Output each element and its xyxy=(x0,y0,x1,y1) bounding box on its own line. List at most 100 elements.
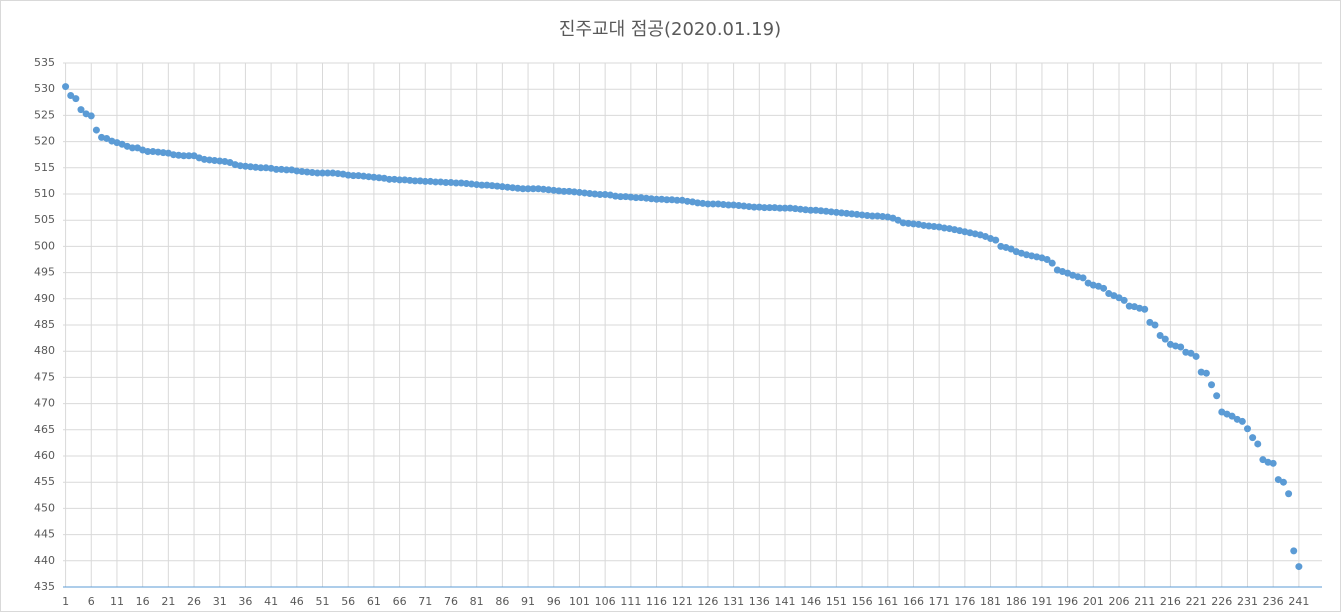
point xyxy=(462,180,470,188)
point xyxy=(812,206,820,214)
y-tick-label: 535 xyxy=(34,56,55,69)
point xyxy=(329,169,337,177)
y-tick-label: 470 xyxy=(34,397,55,410)
point xyxy=(853,210,861,218)
point xyxy=(992,236,1000,244)
point xyxy=(1254,440,1262,448)
x-tick-label: 51 xyxy=(316,595,330,608)
point xyxy=(868,212,876,220)
point xyxy=(1208,381,1216,389)
point xyxy=(1202,369,1210,377)
point xyxy=(236,162,244,170)
point xyxy=(740,202,748,210)
point xyxy=(396,176,404,184)
point xyxy=(514,184,522,192)
point xyxy=(1243,425,1251,433)
point xyxy=(272,165,280,173)
x-tick-label: 96 xyxy=(547,595,561,608)
x-tick-label: 201 xyxy=(1083,595,1104,608)
point xyxy=(555,187,563,195)
point xyxy=(442,178,450,186)
point xyxy=(87,112,95,120)
point xyxy=(714,200,722,208)
point xyxy=(899,219,907,227)
point xyxy=(647,195,655,203)
y-tick-label: 440 xyxy=(34,554,55,567)
point xyxy=(468,180,476,188)
point xyxy=(586,189,594,197)
y-tick-label: 525 xyxy=(34,108,55,121)
point xyxy=(390,175,398,183)
point xyxy=(786,204,794,212)
point xyxy=(406,176,414,184)
point xyxy=(324,169,332,177)
x-tick-label: 176 xyxy=(954,595,975,608)
point xyxy=(437,178,445,186)
y-tick-label: 465 xyxy=(34,423,55,436)
x-tick-label: 116 xyxy=(646,595,667,608)
point xyxy=(509,184,517,192)
point xyxy=(694,199,702,207)
point xyxy=(421,177,429,185)
point xyxy=(581,189,589,197)
point xyxy=(807,206,815,214)
point xyxy=(498,183,506,191)
point xyxy=(668,196,676,204)
x-tick-label: 111 xyxy=(620,595,641,608)
point xyxy=(293,167,301,175)
y-tick-label: 455 xyxy=(34,475,55,488)
point xyxy=(1151,321,1159,329)
x-tick-label: 211 xyxy=(1134,595,1155,608)
point xyxy=(247,163,255,171)
point xyxy=(627,193,635,201)
point xyxy=(416,177,424,185)
point xyxy=(1141,305,1149,313)
point xyxy=(1279,478,1287,486)
point xyxy=(755,203,763,211)
point xyxy=(308,169,316,177)
x-tick-label: 86 xyxy=(495,595,509,608)
y-tick-label: 530 xyxy=(34,82,55,95)
point xyxy=(940,224,948,232)
point xyxy=(673,196,681,204)
point xyxy=(298,167,306,175)
x-tick-label: 131 xyxy=(723,595,744,608)
point xyxy=(760,204,768,212)
x-tick-label: 126 xyxy=(697,595,718,608)
point xyxy=(457,179,465,187)
point xyxy=(149,148,157,156)
point xyxy=(175,151,183,159)
point xyxy=(1290,547,1298,555)
point xyxy=(735,202,743,210)
x-tick-label: 151 xyxy=(826,595,847,608)
point xyxy=(909,220,917,228)
point xyxy=(1187,349,1195,357)
point xyxy=(719,200,727,208)
point xyxy=(838,209,846,217)
x-tick-label: 136 xyxy=(749,595,770,608)
y-tick-label: 460 xyxy=(34,449,55,462)
point xyxy=(791,205,799,213)
x-tick-label: 91 xyxy=(521,595,535,608)
point xyxy=(92,126,100,134)
x-tick-label: 186 xyxy=(1006,595,1027,608)
point xyxy=(185,152,193,160)
point xyxy=(565,187,573,195)
x-tick-label: 41 xyxy=(264,595,278,608)
point xyxy=(529,185,537,193)
point xyxy=(67,91,75,99)
point xyxy=(354,172,362,180)
point xyxy=(560,187,568,195)
point xyxy=(375,174,383,182)
point xyxy=(771,204,779,212)
point xyxy=(637,194,645,202)
x-tick-label: 66 xyxy=(393,595,407,608)
point xyxy=(1100,284,1108,292)
x-tick-label: 216 xyxy=(1160,595,1181,608)
point xyxy=(1238,417,1246,425)
point xyxy=(802,206,810,214)
point xyxy=(724,201,732,209)
point xyxy=(77,106,85,114)
point xyxy=(781,204,789,212)
